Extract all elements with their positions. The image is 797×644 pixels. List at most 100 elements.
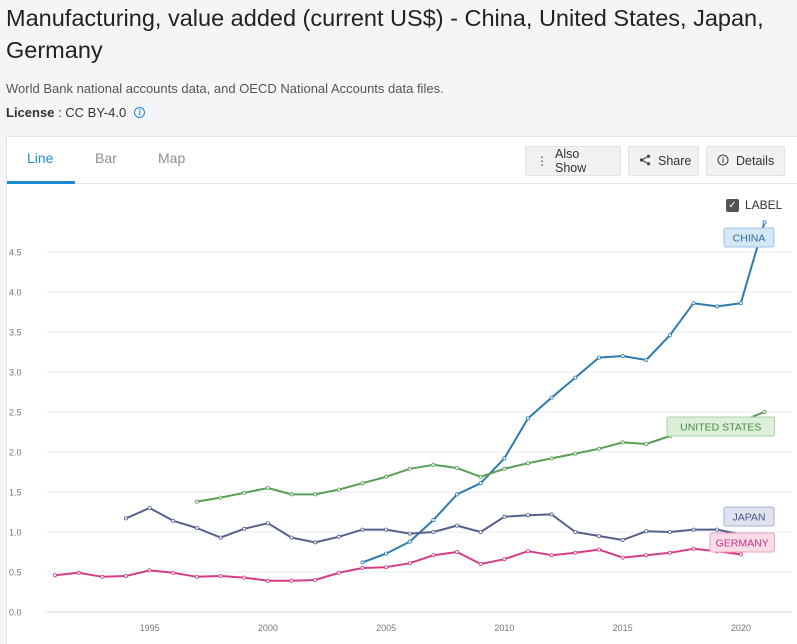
data-point	[478, 474, 483, 479]
x-tick-label: 2005	[376, 623, 396, 633]
data-point	[407, 466, 412, 471]
data-point	[620, 555, 625, 560]
info-circle-icon[interactable]: i	[134, 107, 146, 118]
data-point	[478, 561, 483, 566]
series-label: GERMANY	[716, 538, 769, 550]
data-point	[667, 529, 672, 534]
data-point	[478, 529, 483, 534]
y-tick-label: 1.5	[9, 488, 22, 498]
y-tick-label: 0.5	[9, 568, 22, 578]
data-point	[526, 461, 531, 466]
data-point	[455, 549, 460, 554]
data-point	[384, 551, 389, 556]
active-tab-indicator	[7, 181, 75, 184]
license-value: CC BY-4.0	[65, 105, 127, 120]
data-point	[171, 570, 176, 575]
data-point	[76, 570, 81, 575]
data-point	[738, 552, 743, 557]
chart-panel: Line Bar Map ⋮ Also Show Share Details ✓…	[6, 136, 797, 644]
series-label-box	[709, 532, 775, 553]
data-point	[620, 537, 625, 542]
data-point	[526, 416, 531, 421]
data-point	[289, 492, 294, 497]
y-tick-label: 3.5	[9, 328, 22, 338]
chart-tabs: Line Bar Map ⋮ Also Show Share Details	[7, 137, 797, 184]
license-separator: :	[54, 105, 66, 120]
series-line-china	[362, 222, 766, 564]
vertical-dots-icon: ⋮	[536, 154, 548, 168]
data-point	[147, 568, 152, 573]
data-point	[549, 553, 554, 558]
data-point	[171, 518, 176, 523]
data-point	[431, 553, 436, 558]
data-point	[218, 495, 223, 500]
data-point	[407, 561, 412, 566]
data-point	[502, 456, 507, 461]
share-button[interactable]: Share	[628, 146, 699, 176]
y-tick-label: 1.0	[9, 528, 22, 538]
data-point	[289, 535, 294, 540]
data-point	[478, 481, 483, 486]
data-point	[549, 395, 554, 400]
series-label-box	[723, 506, 775, 527]
data-point	[596, 547, 601, 552]
series-label: JAPAN	[732, 512, 765, 524]
series-label: CHINA	[733, 233, 766, 245]
data-point	[644, 441, 649, 446]
line-chart: 0.0 0.5 1.0 1.5 2.0 2.5 3.0 3.5 4.0 4.5 1995 2000 20…	[9, 220, 792, 633]
series-line-japan	[125, 507, 741, 544]
details-label: Details	[736, 154, 775, 168]
y-tick-label: 4.5	[9, 248, 22, 258]
info-circle-icon	[717, 153, 729, 169]
license-line: License : CC BY-4.0 i	[6, 105, 146, 120]
data-point	[455, 465, 460, 470]
x-tick-label: 2020	[731, 623, 751, 633]
data-point	[455, 492, 460, 497]
data-point	[336, 487, 341, 492]
series-label-box	[666, 416, 776, 437]
data-point	[691, 546, 696, 551]
also-show-label: Also Show	[555, 147, 587, 175]
data-point	[218, 535, 223, 540]
data-point	[573, 550, 578, 555]
data-point	[360, 560, 365, 565]
data-point	[313, 577, 318, 582]
data-point	[549, 456, 554, 461]
series-line-germany	[54, 547, 741, 582]
data-point	[336, 570, 341, 575]
share-label: Share	[658, 154, 692, 168]
tab-map[interactable]: Map	[158, 150, 186, 166]
data-point	[218, 573, 223, 578]
y-tick-label: 4.0	[9, 288, 22, 298]
x-tick-label: 1995	[140, 623, 160, 633]
license-label: License	[6, 105, 55, 120]
data-point	[242, 575, 247, 580]
data-point	[242, 490, 247, 495]
tab-bar[interactable]: Bar	[95, 150, 117, 166]
data-point	[502, 514, 507, 519]
data-point	[384, 565, 389, 570]
label-toggle[interactable]: ✓ LABEL	[726, 198, 782, 212]
data-point	[715, 304, 720, 309]
source-note: World Bank national accounts data, and O…	[6, 81, 444, 96]
x-tick-label: 2015	[613, 623, 633, 633]
data-point	[667, 550, 672, 555]
data-point	[620, 353, 625, 358]
checkbox-checked-icon[interactable]: ✓	[726, 198, 739, 212]
tab-line[interactable]: Line	[27, 150, 54, 166]
data-point	[502, 557, 507, 562]
data-point	[100, 574, 105, 579]
details-button[interactable]: Details	[706, 146, 785, 176]
data-point	[384, 527, 389, 532]
data-point	[431, 529, 436, 534]
data-point	[265, 485, 270, 490]
data-point	[147, 505, 152, 510]
y-tick-label: 0.0	[9, 608, 22, 618]
also-show-button[interactable]: ⋮ Also Show	[525, 146, 621, 176]
data-point	[194, 574, 199, 579]
data-point	[620, 440, 625, 445]
data-point	[289, 578, 294, 583]
data-point	[691, 301, 696, 306]
data-point	[407, 531, 412, 536]
data-point	[738, 301, 743, 306]
